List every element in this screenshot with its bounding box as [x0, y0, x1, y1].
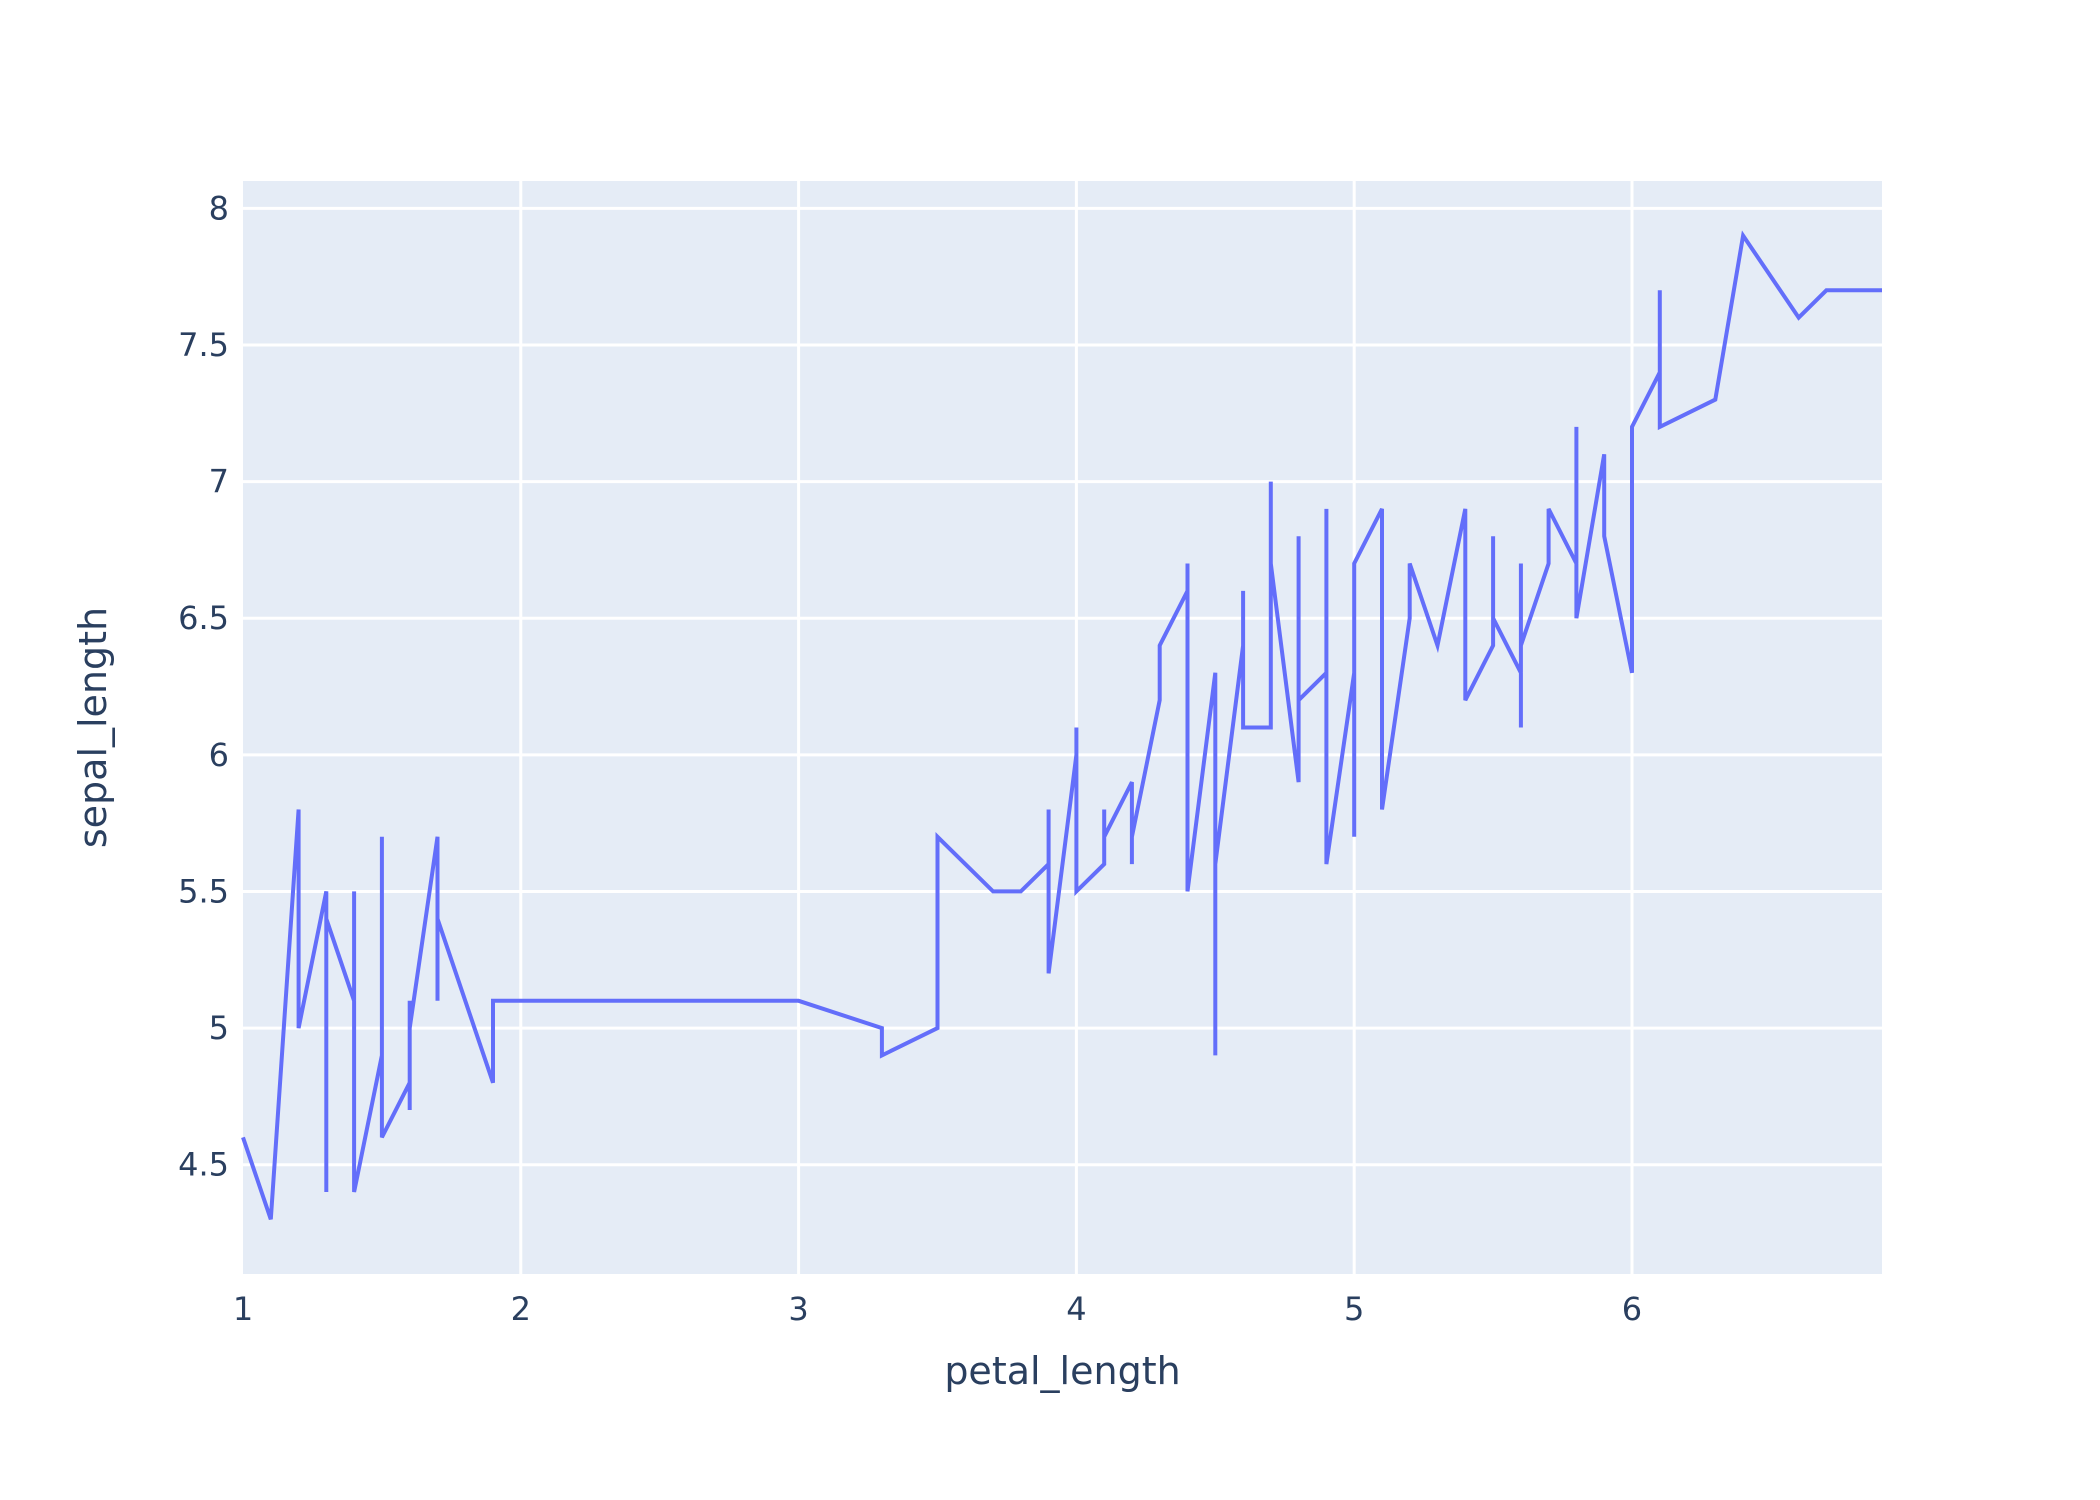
x-tick-label: 6 [1622, 1290, 1642, 1328]
y-tick-label: 5.5 [178, 872, 229, 910]
x-axis-title: petal_length [944, 1349, 1180, 1393]
y-axis-ticks: 4.5 5 5.5 6 6.5 7 7.5 8 [178, 189, 229, 1183]
x-tick-label: 1 [233, 1290, 253, 1328]
x-tick-label: 3 [788, 1290, 808, 1328]
y-tick-label: 4.5 [178, 1146, 229, 1184]
y-tick-label: 7.5 [178, 326, 229, 364]
x-axis-ticks: 1 2 3 4 5 6 [233, 1290, 1642, 1328]
y-tick-label: 6.5 [178, 599, 229, 637]
y-axis-title: sepal_length [71, 607, 115, 848]
y-tick-label: 5 [209, 1009, 229, 1047]
x-tick-label: 2 [511, 1290, 531, 1328]
y-tick-label: 7 [209, 463, 229, 501]
x-tick-label: 4 [1066, 1290, 1086, 1328]
series-line [241, 230, 1882, 1220]
y-tick-label: 6 [209, 736, 229, 774]
y-tick-label: 8 [209, 189, 229, 227]
plot-area [243, 181, 1882, 1274]
x-tick-label: 5 [1344, 1290, 1364, 1328]
